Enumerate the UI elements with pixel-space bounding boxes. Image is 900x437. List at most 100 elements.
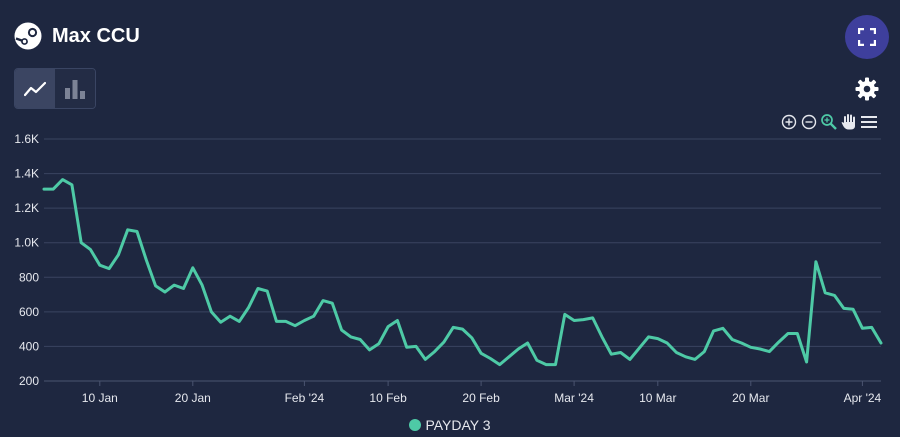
data-point[interactable] bbox=[69, 182, 75, 188]
data-point[interactable] bbox=[729, 337, 735, 343]
data-point[interactable] bbox=[841, 305, 847, 311]
data-point[interactable] bbox=[432, 349, 438, 355]
data-point[interactable] bbox=[50, 186, 56, 192]
data-point[interactable] bbox=[106, 266, 112, 272]
data-point[interactable] bbox=[804, 359, 810, 365]
data-point[interactable] bbox=[469, 335, 475, 341]
data-point[interactable] bbox=[655, 336, 661, 342]
data-point[interactable] bbox=[822, 290, 828, 296]
data-point[interactable] bbox=[599, 334, 605, 340]
data-point[interactable] bbox=[320, 298, 326, 304]
data-point[interactable] bbox=[97, 262, 103, 268]
data-point[interactable] bbox=[543, 362, 549, 368]
data-point[interactable] bbox=[367, 347, 373, 353]
data-point[interactable] bbox=[673, 349, 679, 355]
menu-button[interactable] bbox=[860, 113, 877, 130]
data-point[interactable] bbox=[813, 259, 819, 265]
data-point[interactable] bbox=[143, 257, 149, 263]
data-point[interactable] bbox=[450, 324, 456, 330]
data-point[interactable] bbox=[41, 186, 47, 192]
data-point[interactable] bbox=[478, 350, 484, 356]
data-point[interactable] bbox=[218, 319, 224, 325]
data-point[interactable] bbox=[711, 328, 717, 334]
data-point[interactable] bbox=[357, 337, 363, 343]
gear-icon[interactable] bbox=[855, 77, 879, 101]
data-point[interactable] bbox=[115, 252, 121, 258]
data-point[interactable] bbox=[776, 339, 782, 345]
data-point[interactable] bbox=[525, 340, 531, 346]
data-point[interactable] bbox=[571, 318, 577, 324]
fullscreen-button[interactable] bbox=[845, 15, 889, 59]
data-point[interactable] bbox=[246, 305, 252, 311]
data-point[interactable] bbox=[627, 356, 633, 362]
data-point[interactable] bbox=[664, 340, 670, 346]
data-point[interactable] bbox=[348, 334, 354, 340]
data-point[interactable] bbox=[850, 306, 856, 312]
data-point[interactable] bbox=[506, 354, 512, 360]
data-point[interactable] bbox=[292, 323, 298, 329]
data-point[interactable] bbox=[720, 325, 726, 331]
data-point[interactable] bbox=[618, 349, 624, 355]
data-point[interactable] bbox=[515, 346, 521, 352]
data-point[interactable] bbox=[190, 265, 196, 271]
data-point[interactable] bbox=[497, 362, 503, 368]
data-point[interactable] bbox=[125, 227, 131, 233]
data-point[interactable] bbox=[78, 240, 84, 246]
data-point[interactable] bbox=[264, 288, 270, 294]
zoom-selection-button[interactable] bbox=[820, 113, 837, 130]
data-point[interactable] bbox=[832, 292, 838, 298]
data-point[interactable] bbox=[748, 344, 754, 350]
data-point[interactable] bbox=[283, 318, 289, 324]
data-point[interactable] bbox=[487, 356, 493, 362]
data-point[interactable] bbox=[869, 324, 875, 330]
data-point[interactable] bbox=[646, 334, 652, 340]
zoom-in-button[interactable] bbox=[780, 113, 797, 130]
bar-chart-button[interactable] bbox=[55, 69, 95, 108]
data-point[interactable] bbox=[534, 357, 540, 363]
data-point[interactable] bbox=[385, 324, 391, 330]
data-point[interactable] bbox=[553, 362, 559, 368]
data-point[interactable] bbox=[199, 282, 205, 288]
data-point[interactable] bbox=[766, 349, 772, 355]
data-point[interactable] bbox=[329, 300, 335, 306]
data-point[interactable] bbox=[208, 309, 214, 315]
data-point[interactable] bbox=[785, 330, 791, 336]
data-point[interactable] bbox=[794, 330, 800, 336]
data-point[interactable] bbox=[255, 286, 261, 292]
data-point[interactable] bbox=[227, 313, 233, 319]
legend-item-payday-3[interactable]: PAYDAY 3 bbox=[0, 417, 900, 433]
zoom-out-button[interactable] bbox=[800, 113, 817, 130]
data-point[interactable] bbox=[859, 325, 865, 331]
data-point[interactable] bbox=[422, 356, 428, 362]
data-point[interactable] bbox=[171, 282, 177, 288]
pan-button[interactable] bbox=[840, 113, 857, 130]
line-chart-button[interactable] bbox=[15, 69, 55, 108]
data-point[interactable] bbox=[562, 311, 568, 317]
data-point[interactable] bbox=[274, 318, 280, 324]
data-point[interactable] bbox=[88, 247, 94, 253]
data-point[interactable] bbox=[636, 345, 642, 351]
series-line-payday-3[interactable] bbox=[42, 178, 883, 367]
data-point[interactable] bbox=[162, 289, 168, 295]
data-point[interactable] bbox=[590, 315, 596, 321]
data-point[interactable] bbox=[153, 283, 159, 289]
data-point[interactable] bbox=[692, 356, 698, 362]
data-point[interactable] bbox=[394, 318, 400, 324]
data-point[interactable] bbox=[878, 340, 884, 346]
data-point[interactable] bbox=[60, 177, 66, 183]
data-point[interactable] bbox=[404, 344, 410, 350]
data-point[interactable] bbox=[181, 286, 187, 292]
data-point[interactable] bbox=[683, 354, 689, 360]
data-point[interactable] bbox=[701, 349, 707, 355]
data-point[interactable] bbox=[301, 318, 307, 324]
data-point[interactable] bbox=[339, 327, 345, 333]
data-point[interactable] bbox=[460, 326, 466, 332]
data-point[interactable] bbox=[376, 341, 382, 347]
data-point[interactable] bbox=[236, 318, 242, 324]
data-point[interactable] bbox=[134, 228, 140, 234]
data-point[interactable] bbox=[580, 317, 586, 323]
data-point[interactable] bbox=[608, 351, 614, 357]
data-point[interactable] bbox=[311, 313, 317, 319]
data-point[interactable] bbox=[441, 339, 447, 345]
data-point[interactable] bbox=[739, 340, 745, 346]
